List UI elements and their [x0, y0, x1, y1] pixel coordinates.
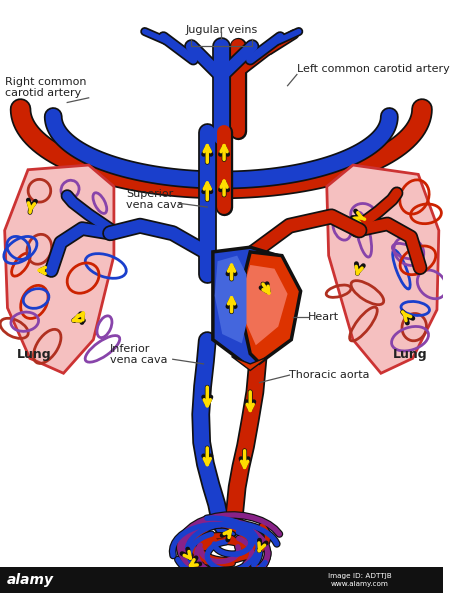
- Text: Right common
carotid artery: Right common carotid artery: [5, 77, 86, 98]
- Polygon shape: [5, 165, 114, 373]
- Polygon shape: [243, 265, 288, 345]
- Polygon shape: [213, 247, 297, 368]
- Text: Thoracic aorta: Thoracic aorta: [290, 370, 370, 380]
- Polygon shape: [327, 165, 439, 373]
- Polygon shape: [231, 356, 269, 370]
- Polygon shape: [241, 252, 301, 363]
- Text: Inferior
vena cava: Inferior vena cava: [110, 344, 168, 365]
- Text: Lung: Lung: [17, 348, 52, 361]
- Text: Jugular veins: Jugular veins: [185, 25, 257, 35]
- Text: Left common carotid artery: Left common carotid artery: [297, 64, 450, 74]
- Text: Image ID: ADTTJB
www.alamy.com: Image ID: ADTTJB www.alamy.com: [328, 573, 392, 587]
- Text: Superior
vena cava: Superior vena cava: [126, 189, 183, 210]
- Text: Capillaries: Capillaries: [195, 583, 253, 593]
- Polygon shape: [215, 256, 246, 343]
- Bar: [0, 566, 443, 593]
- Text: Heart: Heart: [308, 312, 339, 322]
- Text: alamy: alamy: [6, 573, 54, 587]
- Text: Lung: Lung: [393, 348, 428, 361]
